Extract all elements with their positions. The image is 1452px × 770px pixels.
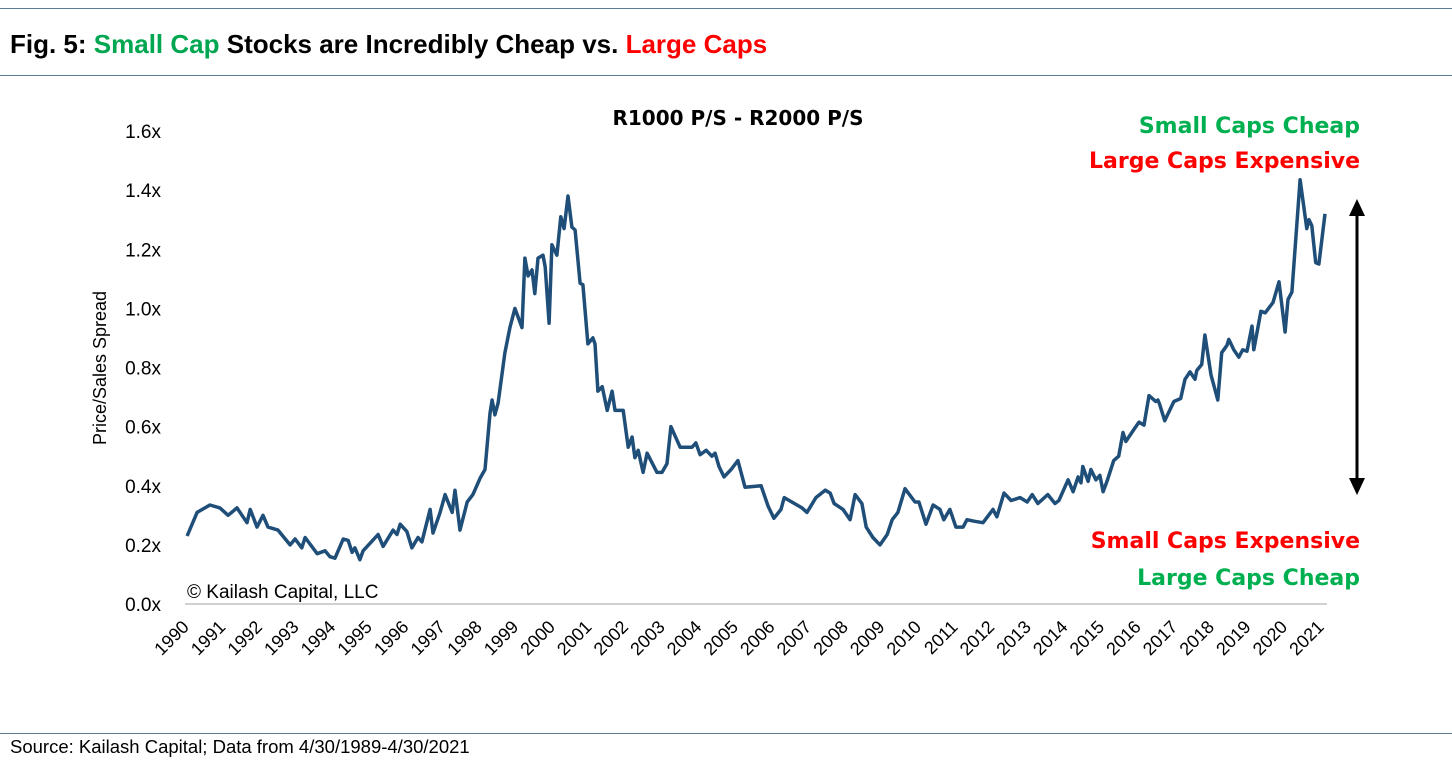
y-tick-label: 0.8x bbox=[125, 359, 161, 380]
x-tick-label: 1996 bbox=[370, 617, 412, 659]
x-tick-label: 2011 bbox=[920, 617, 962, 659]
chart-title: R1000 P/S - R2000 P/S bbox=[612, 106, 863, 130]
x-tick-label: 2006 bbox=[736, 617, 778, 659]
x-tick-label: 2013 bbox=[992, 617, 1034, 659]
x-tick-label: 2019 bbox=[1212, 617, 1254, 659]
x-tick-label: 1993 bbox=[260, 617, 302, 659]
series-line-ps-spread bbox=[185, 178, 1327, 562]
y-tick-label: 1.4x bbox=[125, 181, 161, 202]
x-tick-label: 2003 bbox=[626, 617, 668, 659]
x-tick-label: 2017 bbox=[1139, 617, 1181, 659]
copyright-watermark: © Kailash Capital, LLC bbox=[187, 582, 378, 603]
title-small-cap: Small Cap bbox=[93, 29, 220, 59]
y-tick-label: 0.2x bbox=[125, 536, 161, 557]
x-tick-label: 2005 bbox=[700, 617, 742, 659]
x-tick-label: 2020 bbox=[1249, 617, 1291, 659]
x-tick-label: 2001 bbox=[553, 617, 595, 659]
y-tick-label: 0.0x bbox=[125, 595, 161, 616]
y-tick-label: 1.6x bbox=[125, 122, 161, 143]
chart: R1000 P/S - R2000 P/S Price/Sales Spread… bbox=[90, 106, 1365, 659]
y-tick-label: 1.0x bbox=[125, 299, 161, 320]
x-tick-label: 1992 bbox=[224, 617, 266, 659]
x-tick-label: 2015 bbox=[1066, 617, 1108, 659]
x-tick-label: 2010 bbox=[883, 617, 925, 659]
x-tick-label: 2004 bbox=[663, 617, 705, 659]
x-tick-label: 1995 bbox=[333, 617, 375, 659]
y-tick-label: 0.4x bbox=[125, 477, 161, 498]
double-arrow-icon bbox=[1349, 199, 1365, 495]
title-middle: Stocks are Incredibly Cheap vs. bbox=[219, 29, 626, 59]
annotation-large-caps-expensive: Large Caps Expensive bbox=[1089, 149, 1360, 174]
x-tick-label: 2009 bbox=[846, 617, 888, 659]
x-tick-label: 1998 bbox=[443, 617, 485, 659]
x-tick-label: 2008 bbox=[809, 617, 851, 659]
x-tick-label: 1999 bbox=[480, 617, 522, 659]
annotation-small-caps-cheap: Small Caps Cheap bbox=[1139, 114, 1360, 139]
x-tick-label: 2007 bbox=[773, 617, 815, 659]
x-tick-label: 1991 bbox=[187, 617, 229, 659]
y-tick-label: 0.6x bbox=[125, 418, 161, 439]
top-rule bbox=[0, 8, 1452, 9]
x-tick-label: 1997 bbox=[407, 617, 449, 659]
x-tick-label: 1994 bbox=[297, 617, 339, 659]
figure-title: Fig. 5: Small Cap Stocks are Incredibly … bbox=[10, 29, 767, 60]
x-tick-label: 2014 bbox=[1029, 617, 1071, 659]
title-large-caps: Large Caps bbox=[625, 29, 768, 59]
title-rule bbox=[0, 75, 1452, 76]
title-prefix: Fig. 5: bbox=[10, 29, 94, 59]
footer-rule bbox=[0, 733, 1452, 734]
x-tick-label: 2002 bbox=[590, 617, 632, 659]
y-tick-label: 1.2x bbox=[125, 240, 161, 261]
x-tick-label: 2021 bbox=[1285, 617, 1327, 659]
annotation-large-caps-cheap: Large Caps Cheap bbox=[1137, 566, 1360, 591]
annotation-small-caps-expensive: Small Caps Expensive bbox=[1091, 529, 1360, 554]
x-tick-label: 2000 bbox=[516, 617, 558, 659]
x-tick-label: 2012 bbox=[956, 617, 998, 659]
x-tick-label: 2016 bbox=[1102, 617, 1144, 659]
y-axis-title: Price/Sales Spread bbox=[90, 291, 110, 445]
source-note: Source: Kailash Capital; Data from 4/30/… bbox=[10, 736, 470, 757]
x-tick-label: 2018 bbox=[1176, 617, 1218, 659]
x-tick-label: 1990 bbox=[150, 617, 192, 659]
